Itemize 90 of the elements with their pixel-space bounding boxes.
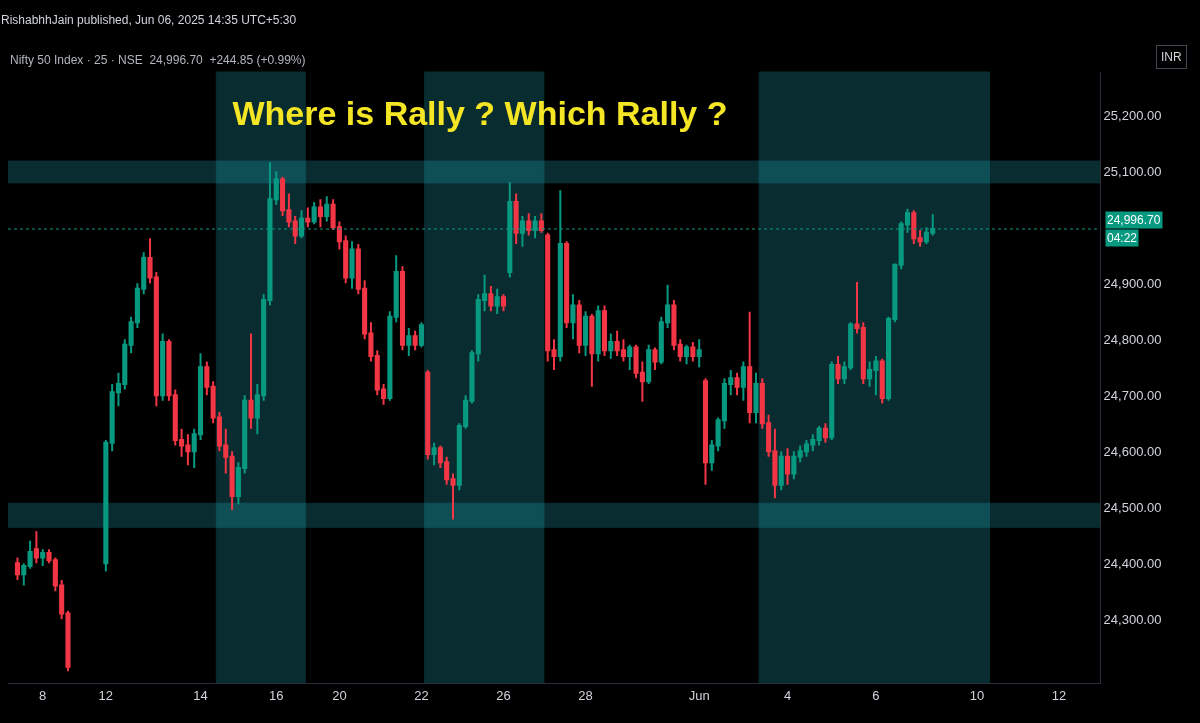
candlestick — [911, 209, 917, 245]
candlestick — [324, 195, 330, 223]
candlestick — [406, 326, 412, 357]
candlestick — [778, 450, 784, 492]
candlestick — [425, 368, 431, 461]
candlestick — [684, 343, 690, 366]
candlestick — [696, 338, 702, 369]
candlestick — [816, 424, 822, 447]
candlestick — [829, 360, 835, 441]
x-tick-label: 8 — [39, 687, 47, 703]
candlestick — [734, 371, 740, 397]
y-tick-label: 24,400.00 — [1103, 555, 1162, 571]
candlestick — [526, 212, 532, 237]
candlestick — [418, 321, 424, 349]
candlestick — [709, 438, 715, 472]
candlestick — [917, 228, 923, 248]
candlestick — [822, 422, 828, 444]
candlestick — [160, 332, 166, 402]
x-tick-label: 28 — [578, 687, 593, 703]
candlestick — [513, 192, 519, 245]
candlestick — [40, 548, 46, 567]
candlestick — [835, 354, 841, 385]
candlestick — [608, 332, 614, 360]
candlestick — [601, 304, 608, 357]
x-tick-label: 12 — [98, 687, 114, 703]
candlestick — [103, 438, 109, 573]
y-tick-label: 24,300.00 — [1103, 611, 1162, 627]
candlestick — [33, 530, 39, 565]
x-tick-label: 12 — [1051, 687, 1067, 703]
candlestick — [494, 287, 500, 315]
x-tick-label: 10 — [969, 687, 985, 703]
x-tick-label: Jun — [688, 687, 710, 703]
y-tick-label: 24,500.00 — [1103, 499, 1162, 515]
candlestick — [317, 198, 323, 229]
candlestick — [431, 441, 437, 467]
x-tick-label: 14 — [193, 687, 208, 703]
ref-line-label: 24,996.70 — [1107, 213, 1161, 227]
candlestick — [702, 377, 709, 486]
candlestick — [500, 293, 507, 313]
candlestick — [387, 310, 393, 402]
text: INR — [1161, 50, 1182, 64]
candlestick — [879, 357, 885, 405]
x-tick-label: 26 — [496, 687, 511, 703]
candlestick — [747, 310, 753, 425]
y-tick-label: 25,100.00 — [1103, 163, 1162, 179]
x-tick-label: 16 — [269, 687, 284, 703]
candlestick — [646, 343, 652, 385]
candlestick — [791, 450, 797, 481]
candlestick — [690, 340, 696, 363]
candlestick — [488, 284, 494, 313]
chart-subtitle: Nifty 50 Index · 25 · NSE 24,996.70 +244.85 (+0.99%) — [10, 53, 306, 67]
candlestick — [412, 329, 418, 352]
x-tick-label: 6 — [872, 687, 880, 703]
text: RishabhhJain published, Jun 06, 2025 14:35 UTC+5:30 — [1, 13, 297, 27]
text: Where is Rally ? Which Rally ? — [232, 94, 728, 133]
candlestick — [311, 200, 317, 226]
candlestick — [229, 450, 235, 511]
x-tick-label: 22 — [414, 687, 429, 703]
candlestick — [576, 298, 582, 355]
candlestick — [248, 332, 254, 430]
candlestick — [21, 562, 27, 587]
candlestick — [349, 240, 355, 290]
candlestick — [305, 206, 311, 229]
y-tick-label: 24,600.00 — [1103, 443, 1162, 459]
x-tick-label: 20 — [332, 687, 347, 703]
candlestick — [393, 254, 399, 324]
candlestick — [292, 214, 298, 245]
candlestick — [677, 338, 683, 363]
candlestick — [538, 212, 544, 234]
candlestick — [583, 310, 589, 357]
y-tick-label: 24,900.00 — [1103, 275, 1162, 291]
candlestick — [595, 304, 601, 363]
candlestick — [589, 312, 595, 388]
candlestick — [652, 346, 658, 371]
candlestick — [570, 293, 576, 341]
text: 04:22 — [1107, 231, 1138, 245]
candlestick — [671, 298, 677, 352]
x-tick-label: 4 — [783, 687, 792, 703]
y-tick-label: 25,200.00 — [1103, 107, 1162, 123]
y-tick-label: 24,800.00 — [1103, 331, 1162, 347]
candlestick — [204, 360, 210, 397]
candlestick — [27, 539, 33, 570]
candlestick — [14, 556, 21, 581]
y-tick-label: 24,700.00 — [1103, 387, 1162, 403]
candlestick — [740, 360, 746, 402]
candlestick — [399, 265, 406, 352]
candlestick — [627, 343, 633, 371]
candlestick — [564, 240, 570, 329]
candlestick — [753, 371, 759, 425]
candlestick — [785, 447, 791, 486]
